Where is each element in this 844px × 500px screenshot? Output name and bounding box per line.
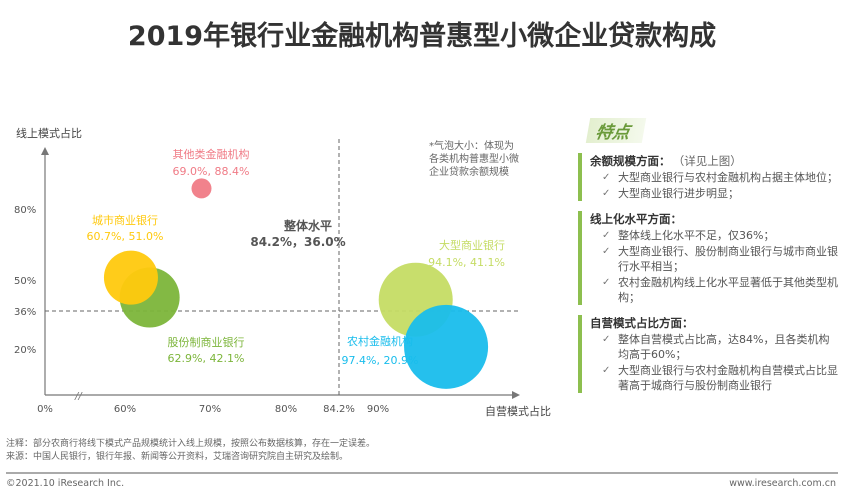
section-title-text: 自营模式占比方面： <box>590 316 694 330</box>
section-title: 余额规模方面： （详见上图） <box>590 153 840 169</box>
y-tick-label: 80% <box>14 205 36 216</box>
feature-item: 大型商业银行、股份制商业银行与城市商业银行水平相当； <box>590 244 840 274</box>
y-tick-label: 36% <box>14 307 36 318</box>
x-tick-label: 84.2% <box>323 404 355 415</box>
feature-item: 大型商业银行进步明显； <box>590 186 840 201</box>
bubble-label: 97.4%, 20.9% <box>342 354 419 367</box>
feature-section: 线上化水平方面： 整体线上化水平不足，仅36%；大型商业银行、股份制商业银行与城市… <box>578 211 840 305</box>
x-axis-arrow-icon <box>512 391 520 399</box>
bubble-size-note-line: 企业贷款余额规模 <box>429 165 509 178</box>
section-title: 自营模式占比方面： <box>590 315 840 331</box>
bubble-0 <box>191 178 212 199</box>
axis-break-icon: // <box>74 391 83 402</box>
bubble-size-note-line: 各类机构普惠型小微 <box>429 152 519 165</box>
section-title-text: 余额规模方面： <box>590 154 671 168</box>
feature-section: 自营模式占比方面： 整体自营模式占比高，达84%，且各类机构均高于60%；大型商业… <box>578 315 840 393</box>
website-link[interactable]: www.iresearch.com.cn <box>729 478 836 489</box>
feature-item: 大型商业银行与农村金融机构占据主体地位； <box>590 170 840 185</box>
reference-label: 84.2%，36.0% <box>250 235 345 249</box>
bubble-name: 城市商业银行 <box>92 213 158 227</box>
x-tick-label: 0% <box>37 404 53 415</box>
bubble-label: 60.7%, 51.0% <box>87 230 164 243</box>
bubble-4 <box>404 304 489 389</box>
section-title: 线上化水平方面： <box>590 211 840 227</box>
feature-item: 农村金融机构线上化水平显著低于其他类型机构； <box>590 275 840 305</box>
bubble-2 <box>103 250 158 305</box>
footnotes: 注释：部分农商行将线下模式产品规模统计入线上规模，按照公布数据核算，存在一定误差… <box>6 438 375 464</box>
feature-item: 整体自营模式占比高，达84%，且各类机构均高于60%； <box>590 332 840 362</box>
reference-name: 整体水平 <box>283 218 332 233</box>
feature-item: 整体线上化水平不足，仅36%； <box>590 228 840 243</box>
feature-item: 大型商业银行与农村金融机构自营模式占比显著高于城商行与股份制商业银行 <box>590 363 840 393</box>
x-tick-label: 60% <box>114 404 136 415</box>
features-heading: 特点 <box>585 118 647 143</box>
footer-divider <box>6 472 838 474</box>
bubble-label: 94.1%, 41.1% <box>428 256 505 269</box>
x-axis-label: 自营模式占比 <box>485 404 551 418</box>
y-axis-label: 线上模式占比 <box>16 126 82 140</box>
section-title-text: 线上化水平方面： <box>590 212 682 226</box>
y-tick-label: 20% <box>14 345 36 356</box>
bubble-label: 69.0%, 88.4% <box>173 165 250 178</box>
bubble-label: 62.9%, 42.1% <box>168 352 245 365</box>
x-tick-label: 80% <box>275 404 297 415</box>
x-tick-label: 70% <box>199 404 221 415</box>
copyright: ©2021.10 iResearch Inc. <box>6 478 125 489</box>
source-text: 来源：中国人民银行，银行年报、新闻等公开资料，艾瑞咨询研究院自主研究及绘制。 <box>6 452 349 462</box>
y-tick-label: 50% <box>14 276 36 287</box>
note-text: 注释：部分农商行将线下模式产品规模统计入线上规模，按照公布数据核算，存在一定误差… <box>6 439 376 449</box>
section-note: （详见上图） <box>678 154 742 168</box>
features-panel: 特点 余额规模方面：（详见上图）大型商业银行与农村金融机构占据主体地位；大型商业… <box>578 118 840 393</box>
page-title: 2019年银行业金融机构普惠型小微企业贷款构成 <box>127 21 717 52</box>
bubble-size-note-line: *气泡大小：体现为 <box>429 139 514 152</box>
y-axis-arrow-icon <box>41 147 49 155</box>
bubble-name: 农村金融机构 <box>347 334 413 348</box>
x-tick-label: 90% <box>367 404 389 415</box>
bubble-name: 股份制商业银行 <box>168 335 245 349</box>
bubble-name: 其他类金融机构 <box>173 147 250 161</box>
bubble-name: 大型商业银行 <box>439 238 505 252</box>
feature-section: 余额规模方面： （详见上图） 大型商业银行与农村金融机构占据主体地位；大型商业银行进… <box>578 153 840 201</box>
